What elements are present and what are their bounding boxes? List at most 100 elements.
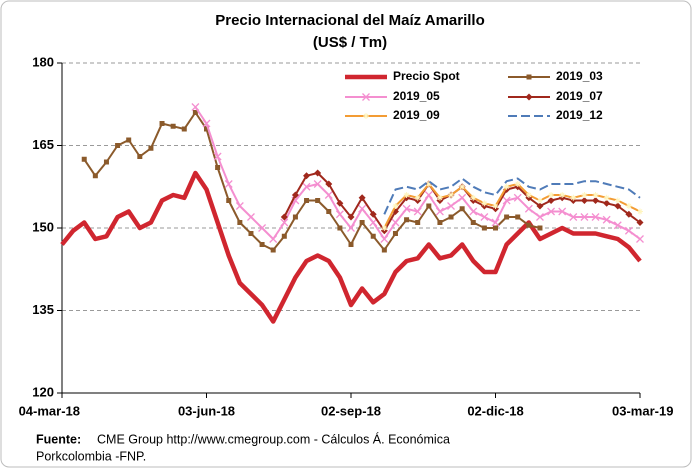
chart-subtitle: (US$ / Tm) [313, 34, 387, 51]
point [415, 220, 421, 225]
point [515, 214, 521, 220]
point [92, 173, 98, 179]
point [258, 224, 267, 232]
series-line [60, 170, 642, 324]
point [358, 194, 366, 202]
point [315, 198, 321, 203]
point [326, 209, 332, 214]
point [392, 231, 398, 236]
point [191, 103, 200, 111]
point [324, 191, 333, 199]
point [404, 217, 410, 223]
point [248, 231, 254, 236]
point [447, 202, 455, 210]
point [536, 197, 543, 204]
point [547, 197, 555, 204]
point [459, 206, 465, 212]
point [302, 182, 311, 191]
point [204, 126, 209, 132]
point [481, 225, 487, 231]
point [580, 213, 589, 221]
point [358, 204, 367, 213]
point [436, 194, 443, 201]
point [304, 198, 310, 203]
point [348, 242, 354, 247]
point [292, 214, 298, 220]
x-tick-label: 02-dic-18 [467, 403, 523, 418]
source-line2: Porkcolombia -FNP. [36, 449, 146, 463]
point [614, 202, 622, 210]
point [581, 192, 588, 198]
legend-entry: 2019_05 [345, 89, 440, 103]
point [148, 145, 154, 151]
legend-marker [525, 93, 533, 101]
point [559, 192, 566, 198]
point [347, 224, 355, 232]
point [558, 207, 567, 216]
y-tick-label: 180 [32, 54, 54, 69]
point [481, 200, 488, 207]
point [504, 214, 510, 220]
point [115, 143, 121, 148]
point [213, 152, 222, 161]
x-tick-label: 03-jun-18 [178, 403, 235, 418]
point [469, 207, 478, 216]
point [192, 110, 198, 115]
point [291, 191, 299, 199]
point [347, 213, 355, 221]
y-tick-label: 150 [32, 219, 54, 234]
point [392, 203, 399, 209]
point [524, 204, 533, 213]
point [381, 225, 388, 231]
point [269, 235, 278, 243]
point [414, 194, 421, 201]
point [313, 180, 322, 188]
point [570, 194, 577, 201]
point [624, 226, 633, 235]
point [470, 220, 476, 225]
point [237, 220, 243, 225]
point [359, 220, 365, 225]
point [536, 202, 544, 210]
point [335, 210, 344, 219]
point [580, 197, 588, 204]
point [613, 221, 622, 230]
point [270, 247, 276, 253]
point [181, 126, 187, 132]
x-tick-label: 02-sep-18 [321, 403, 381, 418]
point [170, 123, 176, 129]
legend-label: 2019_07 [556, 89, 603, 103]
point [380, 235, 389, 243]
point [247, 213, 255, 221]
y-tick-label: 135 [32, 302, 54, 317]
point [224, 180, 233, 188]
legend-entry: 2019_03 [508, 69, 603, 83]
legend-entry: Precio Spot [345, 69, 460, 83]
point [448, 192, 455, 198]
legend-label: 2019_09 [393, 108, 440, 122]
point [625, 210, 633, 218]
point [336, 199, 344, 207]
point [636, 219, 644, 226]
x-tick-label: 04-mar-18 [19, 403, 80, 418]
point [226, 198, 232, 203]
point [503, 183, 510, 190]
legend-entry: 2019_07 [508, 89, 603, 103]
point [592, 192, 599, 198]
series-line [383, 177, 641, 215]
point [437, 220, 443, 225]
point [547, 207, 556, 216]
point [381, 247, 387, 253]
point [202, 119, 211, 128]
point [159, 121, 165, 126]
point [625, 203, 632, 209]
point [537, 225, 543, 231]
point [426, 203, 432, 209]
point [614, 197, 621, 204]
x-tick-label: 03-mar-19 [612, 403, 673, 418]
legend-marker [362, 93, 370, 101]
point [81, 156, 87, 162]
